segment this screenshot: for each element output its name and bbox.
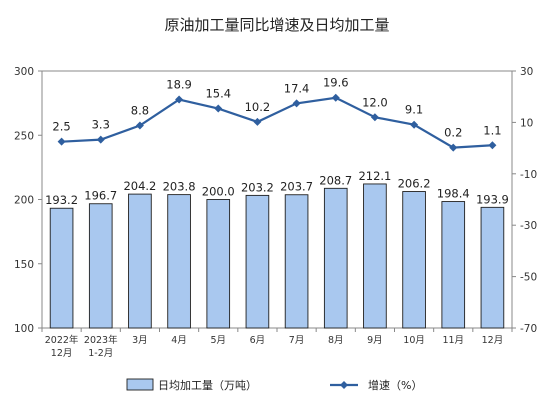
right-tick-label: -50 [520, 272, 537, 284]
right-tick-label: 30 [520, 66, 533, 78]
right-tick-label: 10 [520, 117, 533, 129]
line-data-label: 3.3 [92, 118, 110, 132]
x-tick-label: 6月 [250, 335, 266, 346]
line-data-label: 17.4 [284, 81, 310, 95]
bar-data-label: 208.7 [319, 173, 352, 187]
bar [245, 194, 270, 329]
line-point [135, 121, 144, 130]
right-tick-label: -10 [520, 169, 537, 181]
bar [441, 201, 466, 329]
line-data-label: 1.1 [483, 123, 501, 137]
line-point [370, 113, 379, 122]
x-tick-label: 5月 [210, 335, 226, 346]
line-point [214, 104, 223, 113]
bar-data-label: 198.4 [437, 187, 470, 201]
bar [363, 183, 387, 329]
x-tick-label: 11月 [442, 335, 464, 346]
x-tick-label: 10月 [403, 335, 425, 346]
line-point [488, 141, 497, 150]
bar [480, 206, 505, 329]
bar-data-label: 203.8 [163, 180, 196, 194]
line-point [57, 137, 66, 146]
bar [88, 203, 113, 329]
bar-data-label: 206.2 [398, 177, 431, 191]
line-point [292, 99, 301, 108]
line-series: 2.5 3.3 8.8 18.9 15.4 10.2 17.4 19.6 12.0 9.1 0.2 1… [52, 76, 502, 152]
line-point [175, 95, 184, 104]
x-tick-label: 3月 [132, 335, 148, 346]
line-data-label: 19.6 [323, 76, 349, 90]
left-tick-label: 150 [14, 259, 34, 271]
left-tick-label: 200 [14, 195, 34, 207]
bar [49, 207, 74, 329]
x-tick-label: 4月 [171, 335, 187, 346]
x-tick-label: 8月 [328, 335, 344, 346]
line-point [331, 93, 340, 102]
legend-line-marker [340, 381, 348, 389]
x-tick-label: 12月 [51, 348, 73, 359]
bar-data-label: 193.9 [476, 192, 509, 206]
legend-bar-label: 日均加工量（万吨） [158, 379, 257, 392]
x-tick-label: 2023年 [84, 334, 118, 346]
line-data-label: 15.4 [205, 87, 231, 101]
line-data-label: 18.9 [166, 78, 192, 92]
line-point [449, 143, 458, 152]
line-data-label: 8.8 [131, 103, 149, 117]
bar [206, 199, 231, 329]
bar [323, 187, 348, 329]
bar-data-label: 196.7 [84, 189, 117, 203]
axes: 100 150 200 250 300 -70 -50 -30 -10 10 30 2022年 12月 2… [14, 66, 537, 359]
bar [128, 193, 152, 329]
line-data-label: 9.1 [405, 103, 423, 117]
x-tick-label: 2022年 [45, 334, 79, 346]
bar-data-label: 204.2 [123, 179, 156, 193]
left-tick-label: 250 [14, 130, 34, 142]
legend-line-label: 增速（%） [368, 378, 422, 392]
chart-title: 原油加工量同比增速及日均加工量 [164, 16, 389, 34]
x-tick-label: 9月 [367, 335, 383, 346]
right-tick-label: -70 [520, 323, 537, 335]
bar [402, 191, 426, 329]
right-tick-label: -30 [520, 220, 537, 232]
legend: 日均加工量（万吨） 增速（%） [126, 378, 422, 392]
left-tick-label: 300 [14, 66, 34, 78]
line-point [253, 117, 262, 126]
line-data-label: 10.2 [245, 100, 271, 114]
line-data-label: 0.2 [444, 126, 462, 140]
x-tick-label: 12月 [482, 335, 504, 346]
x-tick-label: 7月 [289, 335, 305, 346]
line-point [410, 120, 419, 129]
bar-data-label: 212.1 [358, 169, 391, 183]
growth-line [61, 96, 493, 149]
bar-data-label: 200.0 [202, 185, 235, 199]
line-data-label: 2.5 [52, 120, 70, 134]
bar-data-label: 193.2 [45, 193, 78, 207]
bar-data-label: 203.7 [280, 180, 313, 194]
bar [284, 194, 309, 329]
x-tick-label: 1-2月 [88, 348, 113, 359]
left-tick-label: 100 [14, 323, 34, 335]
line-data-label: 12.0 [362, 95, 388, 109]
line-point [96, 135, 105, 144]
bar-data-label: 203.2 [241, 180, 274, 194]
bar [167, 194, 191, 329]
legend-bar-swatch [126, 378, 154, 391]
bar-series: 193.2 196.7 204.2 203.8 200.0 203.2 203.7 208.7… [45, 169, 509, 329]
